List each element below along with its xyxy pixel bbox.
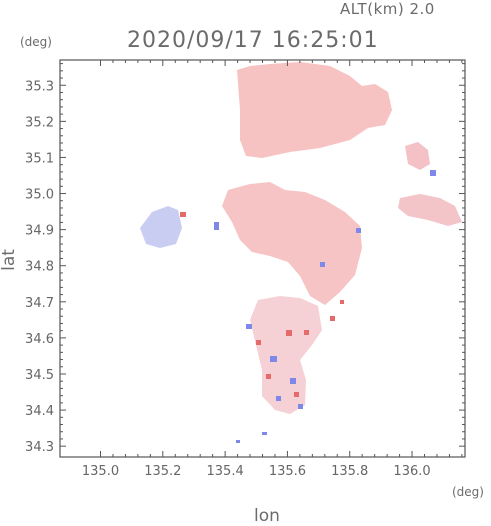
x-tick-label: 135.2 — [144, 464, 181, 479]
positive-speckles — [180, 212, 344, 397]
y-ticks — [60, 63, 465, 447]
echo-west-negative-patch — [140, 206, 182, 248]
y-tick-label: 35.1 — [25, 151, 54, 166]
x-tick-label: 135.0 — [82, 464, 119, 479]
echo-east-patch — [398, 194, 462, 226]
echo-ne-patch — [405, 142, 430, 170]
x-tick-label: 135.6 — [269, 464, 306, 479]
y-tick-label: 34.5 — [25, 368, 54, 383]
y-tick-label: 34.7 — [25, 296, 54, 311]
echo-central-block — [222, 182, 362, 305]
timestamp-title: 2020/09/17 16:25:01 — [127, 28, 379, 53]
x-tick-labels: 135.0 135.2 135.4 135.6 135.8 136.0 — [82, 464, 431, 479]
lon-unit-label: (deg) — [452, 485, 484, 499]
y-tick-label: 34.4 — [25, 404, 54, 419]
x-tick-label: 135.4 — [207, 464, 244, 479]
y-tick-label: 35.0 — [25, 188, 54, 203]
echo-north-block — [237, 62, 392, 158]
y-tick-labels: 35.3 35.2 35.1 35.0 34.9 34.8 34.7 34.6 34.5 34.4… — [25, 79, 54, 455]
y-tick-label: 34.3 — [25, 440, 54, 455]
y-tick-label: 35.3 — [25, 79, 54, 94]
y-tick-label: 34.8 — [25, 260, 54, 275]
x-ticks — [100, 60, 463, 457]
y-tick-label: 34.6 — [25, 332, 54, 347]
negative-speckles — [214, 170, 436, 443]
lat-unit-label: (deg) — [20, 35, 52, 49]
altitude-label: ALT(km) 2.0 — [340, 0, 435, 18]
echo-field — [140, 62, 462, 443]
echo-south-block — [250, 296, 322, 414]
x-tick-label: 136.0 — [393, 464, 430, 479]
x-tick-label: 135.8 — [331, 464, 368, 479]
y-tick-label: 35.2 — [25, 115, 54, 130]
y-tick-label: 34.9 — [25, 224, 54, 239]
